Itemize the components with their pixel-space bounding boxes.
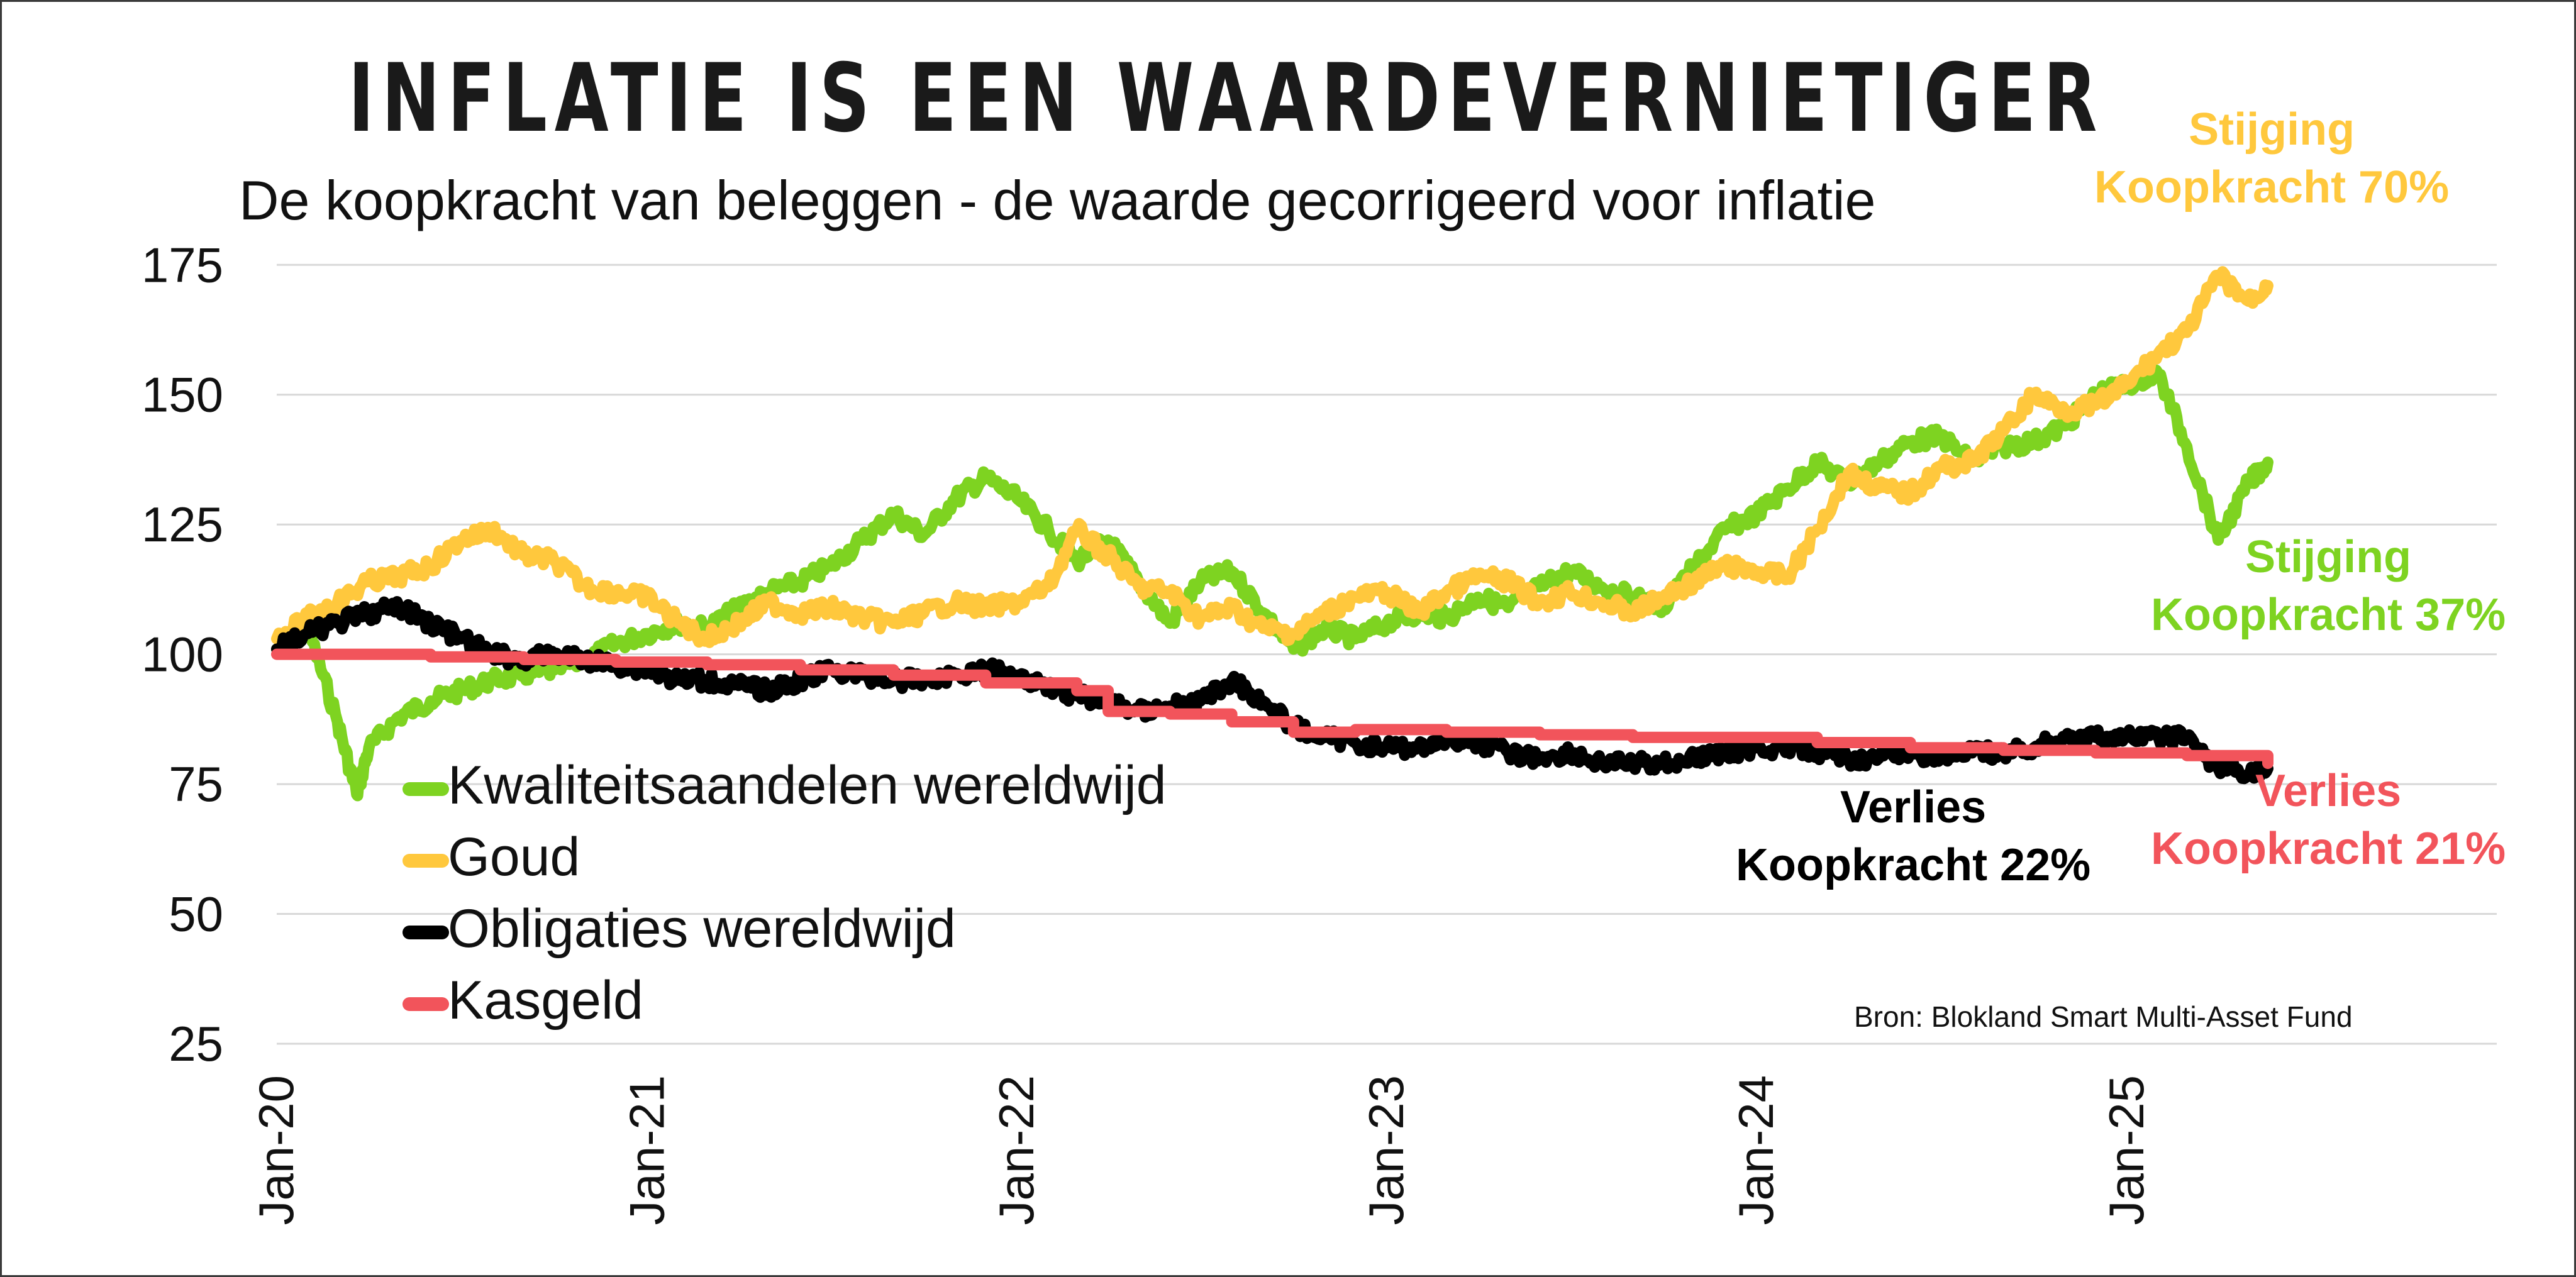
- annotation-kasgeld: Verlies Koopkracht 21%: [2151, 762, 2506, 878]
- series-lines: [271, 266, 2273, 802]
- x-tick-label: Jan-21: [619, 1075, 674, 1225]
- legend-swatch: [402, 782, 449, 796]
- annotation-goud-line1: Stijging: [2189, 104, 2355, 155]
- legend-label: Goud: [448, 827, 580, 887]
- legend-label: Kwaliteitsaandelen wereldwijd: [448, 755, 1167, 815]
- annotation-kwaliteit-line1: Stijging: [2245, 532, 2412, 582]
- y-tick-label: 175: [142, 237, 223, 292]
- legend-label: Obligaties wereldwijd: [448, 898, 956, 959]
- legend-swatch: [402, 926, 449, 939]
- x-tick-label: Jan-22: [989, 1075, 1044, 1225]
- legend-label: Kasgeld: [448, 970, 643, 1031]
- x-tick-label: Jan-20: [248, 1075, 304, 1225]
- x-axis-ticks: Jan-20 Jan-21 Jan-22 Jan-23 Jan-24 Jan-25: [248, 1075, 2154, 1225]
- legend-swatch: [402, 854, 449, 868]
- annotation-kwaliteit-line2: Koopkracht 37%: [2151, 590, 2506, 640]
- annotation-goud: Stijging Koopkracht 70%: [2094, 101, 2449, 216]
- y-tick-label: 125: [142, 497, 223, 552]
- y-tick-label: 50: [169, 887, 223, 942]
- annotation-kasgeld-line1: Verlies: [2255, 766, 2402, 816]
- y-tick-label: 25: [169, 1016, 223, 1071]
- annotation-kwaliteit: Stijging Koopkracht 37%: [2151, 528, 2506, 644]
- annotation-obligaties-line1: Verlies: [1840, 782, 1987, 832]
- y-axis-ticks: 25 50 75 100 125 150 175: [142, 237, 223, 1071]
- annotation-obligaties: Verlies Koopkracht 22%: [1736, 778, 2090, 894]
- page-title: INFLATIE IS EEN WAARDEVERNIETIGER: [348, 44, 2105, 153]
- x-tick-label: Jan-24: [1728, 1075, 1784, 1225]
- annotation-obligaties-line2: Koopkracht 22%: [1736, 840, 2091, 890]
- x-tick-label: Jan-25: [2099, 1075, 2154, 1225]
- annotation-goud-line2: Koopkracht 70%: [2094, 162, 2450, 213]
- y-tick-label: 75: [169, 756, 223, 812]
- chart-subtitle: De koopkracht van beleggen - de waarde g…: [239, 169, 1876, 231]
- x-tick-label: Jan-23: [1358, 1075, 1414, 1225]
- y-tick-label: 100: [142, 627, 223, 682]
- annotation-kasgeld-line2: Koopkracht 21%: [2151, 824, 2506, 874]
- gridlines: [277, 263, 2497, 1045]
- legend-swatch: [402, 997, 449, 1011]
- source-note: Bron: Blokland Smart Multi-Asset Fund: [1854, 1000, 2353, 1033]
- series-line-1: [271, 266, 2273, 648]
- y-tick-label: 150: [142, 367, 223, 423]
- series-line-3: [271, 648, 2273, 770]
